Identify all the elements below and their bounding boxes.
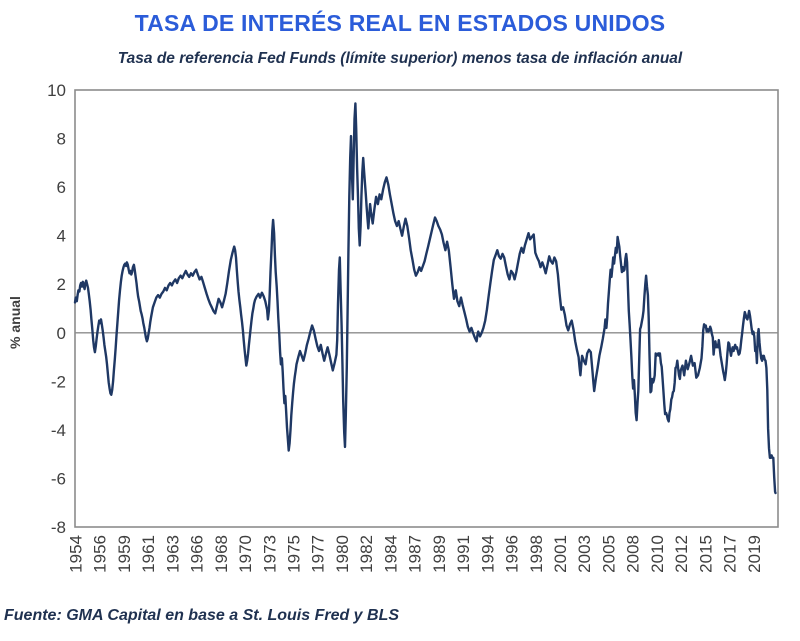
y-tick-label: 8 [57, 130, 66, 149]
x-tick-label: 1987 [406, 535, 425, 573]
y-tick-label: -2 [51, 372, 66, 391]
chart-title: TASA DE INTERÉS REAL EN ESTADOS UNIDOS [134, 10, 666, 36]
x-tick-label: 2012 [672, 535, 691, 573]
x-tick-label: 1994 [478, 535, 497, 573]
x-tick-label: 1956 [91, 535, 110, 573]
y-tick-label: 2 [57, 275, 66, 294]
x-tick-label: 1959 [115, 535, 134, 573]
y-tick-label: 4 [57, 227, 66, 246]
x-tick-label: 1973 [260, 535, 279, 573]
x-tick-label: 1991 [454, 535, 473, 573]
x-tick-label: 2015 [696, 535, 715, 573]
real-interest-rate-line-chart: 10 8 6 4 2 0 -2 -4 -6 -8 % anual 1954 1956 1959 1961 19… [7, 81, 779, 573]
x-tick-label: 1984 [381, 535, 400, 573]
source-note: Fuente: GMA Capital en base a St. Louis … [4, 607, 400, 624]
y-tick-label: -6 [51, 469, 66, 488]
x-tick-label: 1968 [212, 535, 231, 573]
x-tick-label: 1975 [284, 535, 303, 573]
x-tick-label: 2019 [745, 535, 764, 573]
y-tick-label: 6 [57, 178, 66, 197]
x-tick-label: 2005 [599, 535, 618, 573]
x-tick-label: 2010 [648, 535, 667, 573]
chart-subtitle: Tasa de referencia Fed Funds (límite sup… [117, 50, 683, 67]
x-tick-label: 1989 [430, 535, 449, 573]
y-tick-label: -4 [51, 421, 66, 440]
plot-border [74, 89, 779, 528]
x-tick-label: 1966 [188, 535, 207, 573]
y-tick-label: -8 [51, 518, 66, 537]
x-tick-label: 1963 [163, 535, 182, 573]
y-axis-label: % anual [7, 296, 23, 349]
x-tick-label: 2017 [721, 535, 740, 573]
x-tick-label: 1996 [503, 535, 522, 573]
x-tick-label: 1980 [333, 535, 352, 573]
x-tick-label: 1961 [139, 535, 158, 573]
x-tick-label: 2001 [551, 535, 570, 573]
x-tick-label: 1982 [357, 535, 376, 573]
x-tick-label: 1998 [527, 535, 546, 573]
x-tick-label: 1970 [236, 535, 255, 573]
x-tick-label: 1954 [66, 535, 85, 573]
y-tick-label: 10 [47, 81, 66, 100]
x-tick-label: 2008 [624, 535, 643, 573]
y-tick-label: 0 [57, 324, 66, 343]
real-rate-series-line [73, 102, 777, 495]
x-tick-label: 2003 [575, 535, 594, 573]
x-tick-label: 1977 [309, 535, 328, 573]
